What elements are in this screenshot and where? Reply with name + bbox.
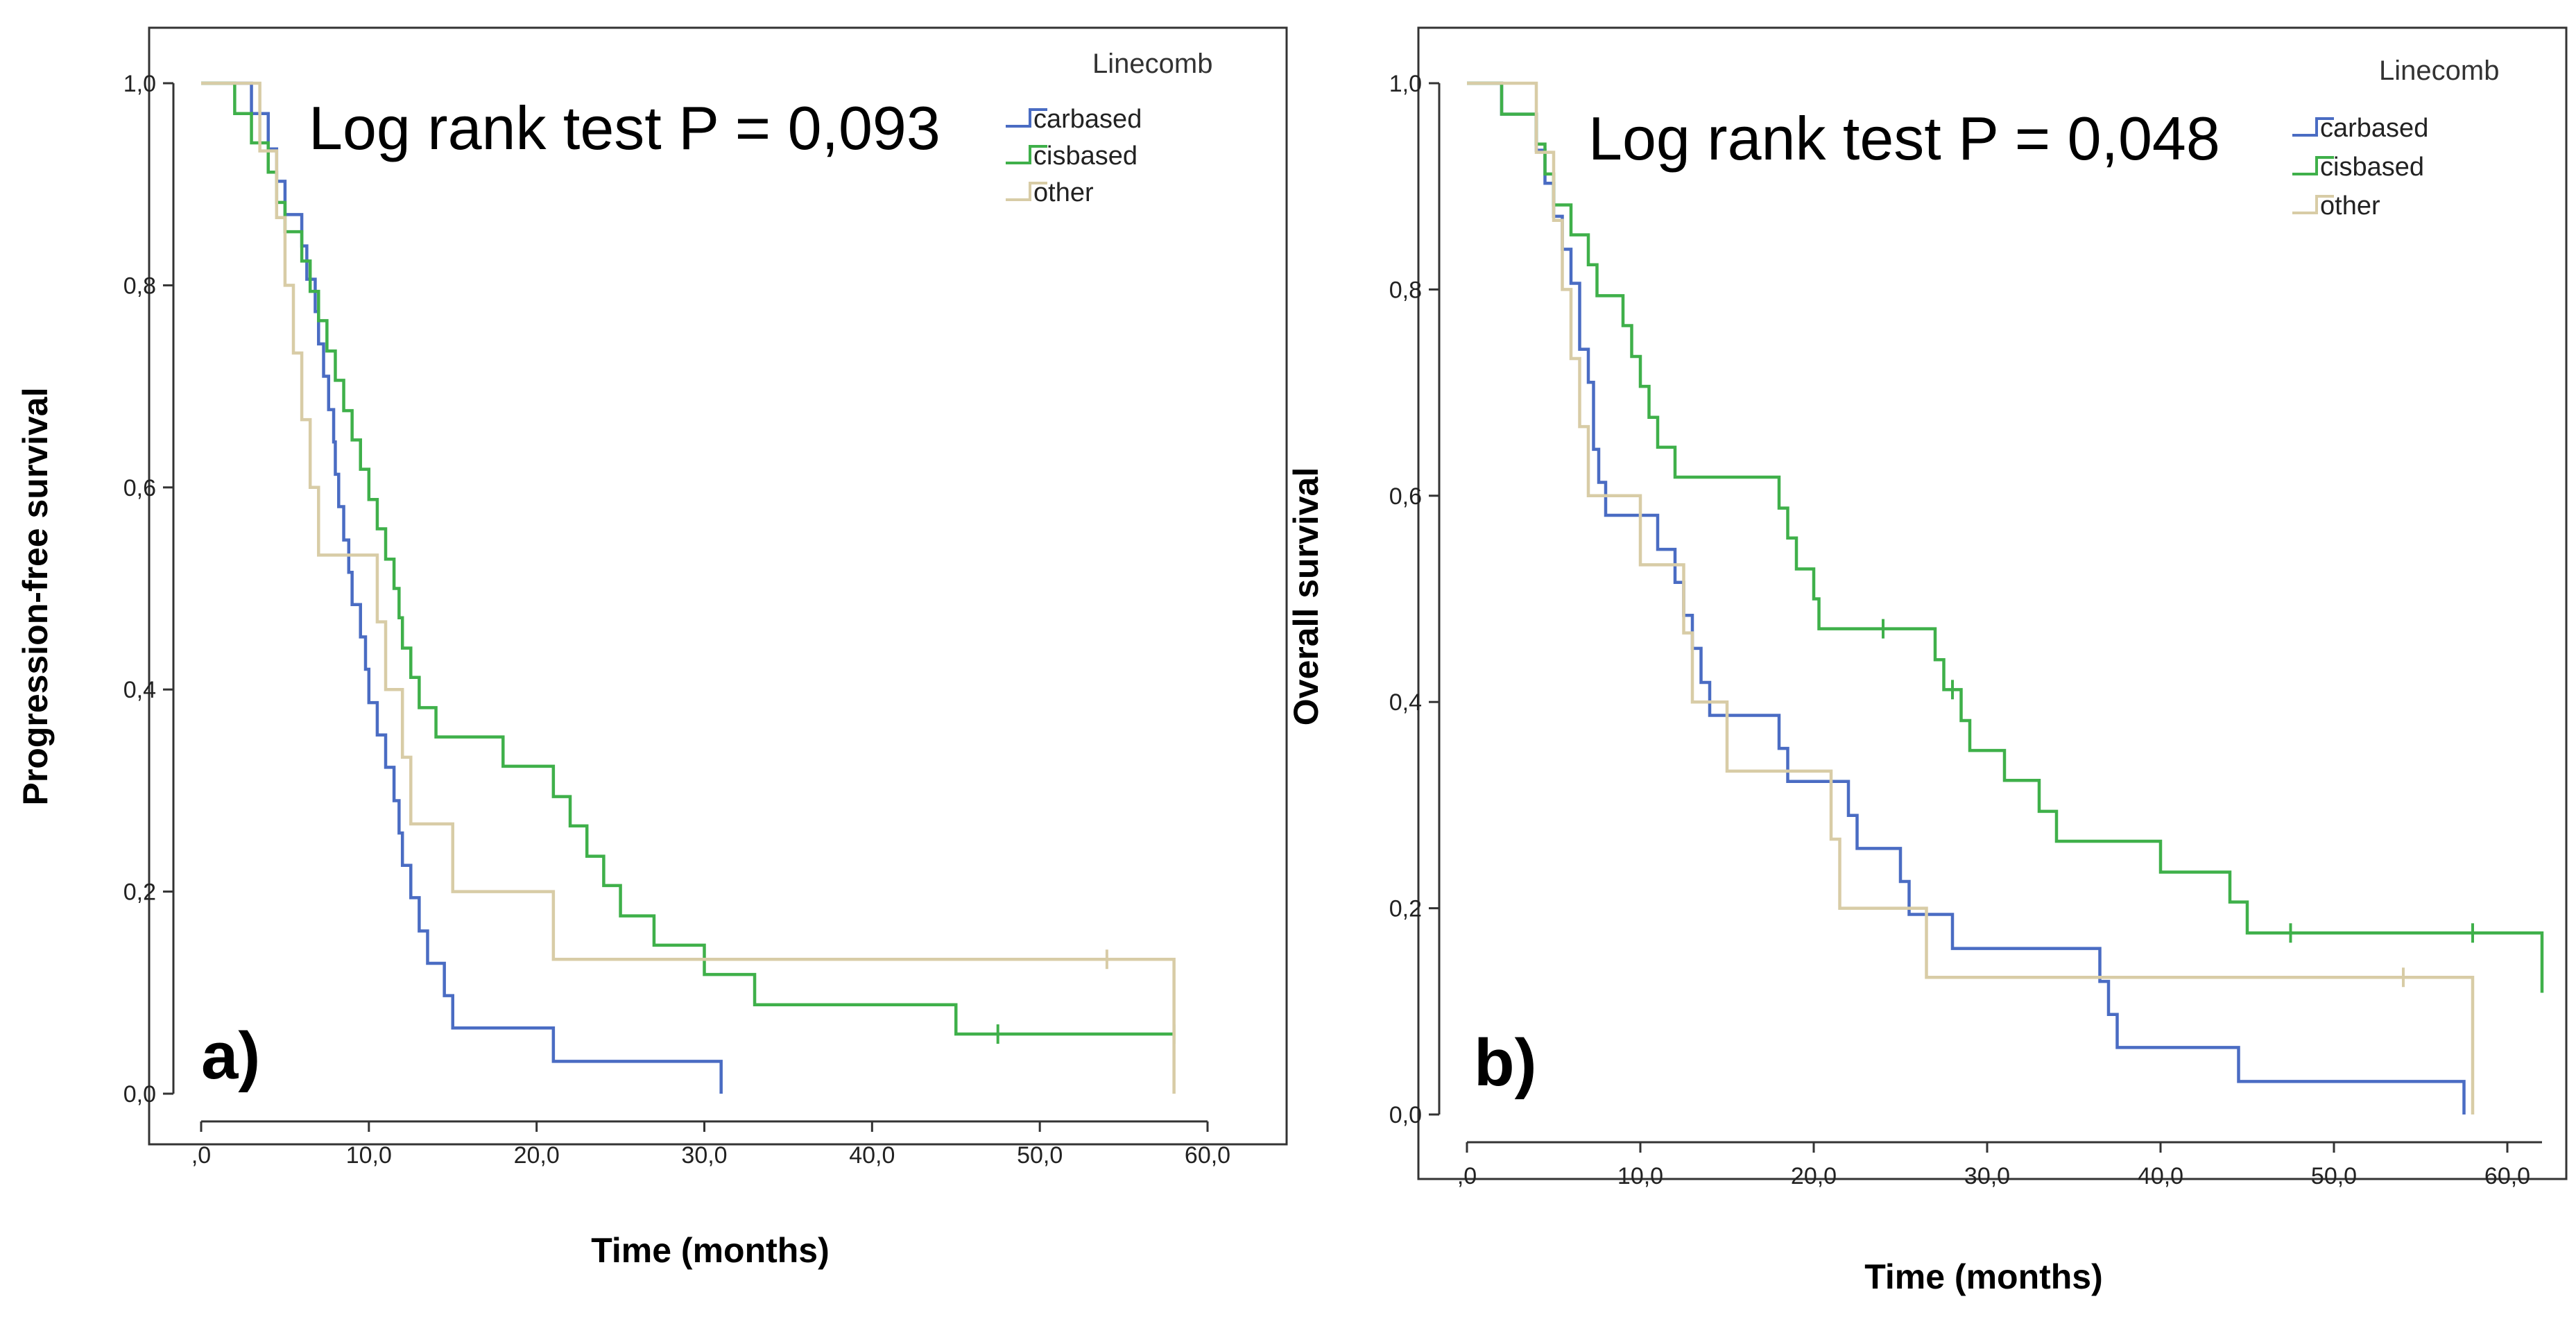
axes: ,0 10,0 20,0 30,0 40,0 50,0 60,0 0,0 0,2 0,4 0,6 0,…: [1389, 71, 2542, 1189]
y-tick-label: 0,0: [1389, 1102, 1422, 1128]
y-axis-title: Overall survival: [1287, 467, 1325, 725]
x-axis-title: Time (months): [591, 1231, 830, 1270]
y-tick-label: 0,2: [1389, 896, 1422, 922]
x-tick-label: 30,0: [681, 1142, 727, 1169]
x-tick-label: 60,0: [1185, 1142, 1230, 1169]
y-tick-label: 0,4: [1389, 689, 1422, 716]
axes: ,0 10,0 20,0 30,0 40,0 50,0 60,0 0,0 0,2 0,4 0,6 0,…: [123, 71, 1230, 1169]
legend-label-other: other: [2320, 191, 2380, 221]
x-tick-label: ,0: [191, 1142, 211, 1169]
y-axis-title: Progression-free survival: [16, 387, 55, 805]
legend-title: Linecomb: [1092, 49, 1212, 79]
legend-label-cisbased: cisbased: [2320, 153, 2424, 182]
y-tick-label: 1,0: [123, 71, 156, 97]
y-tick-label: 0,6: [1389, 483, 1422, 510]
series-cisbased-curve: [201, 81, 1174, 1036]
legend: carbased cisbased other: [2292, 114, 2428, 221]
x-tick-label: ,0: [1457, 1163, 1477, 1189]
y-tick-label: 0,0: [123, 1081, 156, 1108]
x-tick-label: 60,0: [2484, 1163, 2530, 1189]
legend: carbased cisbased other: [1006, 105, 1142, 207]
log-rank-annotation: Log rank test P = 0,093: [309, 94, 941, 162]
legend-swatch-carbased: [1006, 108, 1047, 128]
legend-swatch-other: [1006, 182, 1047, 201]
y-tick-label: 0,4: [123, 677, 156, 703]
series-group: [1467, 81, 2544, 1114]
legend-label-cisbased: cisbased: [1033, 141, 1137, 171]
legend-swatch-carbased: [2292, 117, 2334, 137]
y-tick-label: 0,8: [123, 273, 156, 299]
legend-label-other: other: [1033, 178, 1094, 207]
legend-label-carbased: carbased: [2320, 114, 2428, 143]
x-tick-label: 10,0: [1617, 1163, 1663, 1189]
log-rank-annotation: Log rank test P = 0,048: [1588, 104, 2220, 173]
y-tick-label: 0,2: [123, 879, 156, 906]
x-tick-label: 40,0: [2138, 1163, 2183, 1189]
x-tick-label: 10,0: [346, 1142, 392, 1169]
panel-label: b): [1474, 1026, 1537, 1100]
legend-swatch-cisbased: [1006, 145, 1047, 164]
panel-a: ,0 10,0 20,0 30,0 40,0 50,0 60,0 0,0 0,2 0,4 0,6 0,…: [16, 26, 1288, 1270]
panel-b: ,0 10,0 20,0 30,0 40,0 50,0 60,0 0,0 0,2 0,4 0,6 0,…: [1287, 26, 2568, 1296]
series-carbased-curve: [201, 81, 723, 1094]
series-cisbased-curve: [1467, 81, 2544, 993]
plot-frame: [148, 26, 1288, 1146]
legend-title: Linecomb: [2379, 55, 2499, 86]
series-other-curve: [1467, 81, 2475, 1114]
x-axis-title: Time (months): [1864, 1257, 2103, 1296]
y-tick-label: 1,0: [1389, 71, 1422, 97]
legend-swatch-cisbased: [2292, 156, 2334, 175]
x-tick-label: 40,0: [849, 1142, 895, 1169]
x-tick-label: 20,0: [514, 1142, 560, 1169]
x-tick-label: 50,0: [2311, 1163, 2357, 1189]
series-other-curve: [201, 81, 1176, 1094]
panel-label: a): [201, 1019, 260, 1093]
plot-frame: [1417, 26, 2568, 1180]
x-tick-label: 50,0: [1017, 1142, 1063, 1169]
y-tick-label: 0,6: [123, 475, 156, 501]
series-group: [201, 81, 1176, 1094]
legend-label-carbased: carbased: [1033, 105, 1142, 134]
y-tick-label: 0,8: [1389, 277, 1422, 303]
legend-swatch-other: [2292, 195, 2334, 214]
x-tick-label: 20,0: [1791, 1163, 1837, 1189]
x-tick-label: 30,0: [1964, 1163, 2010, 1189]
